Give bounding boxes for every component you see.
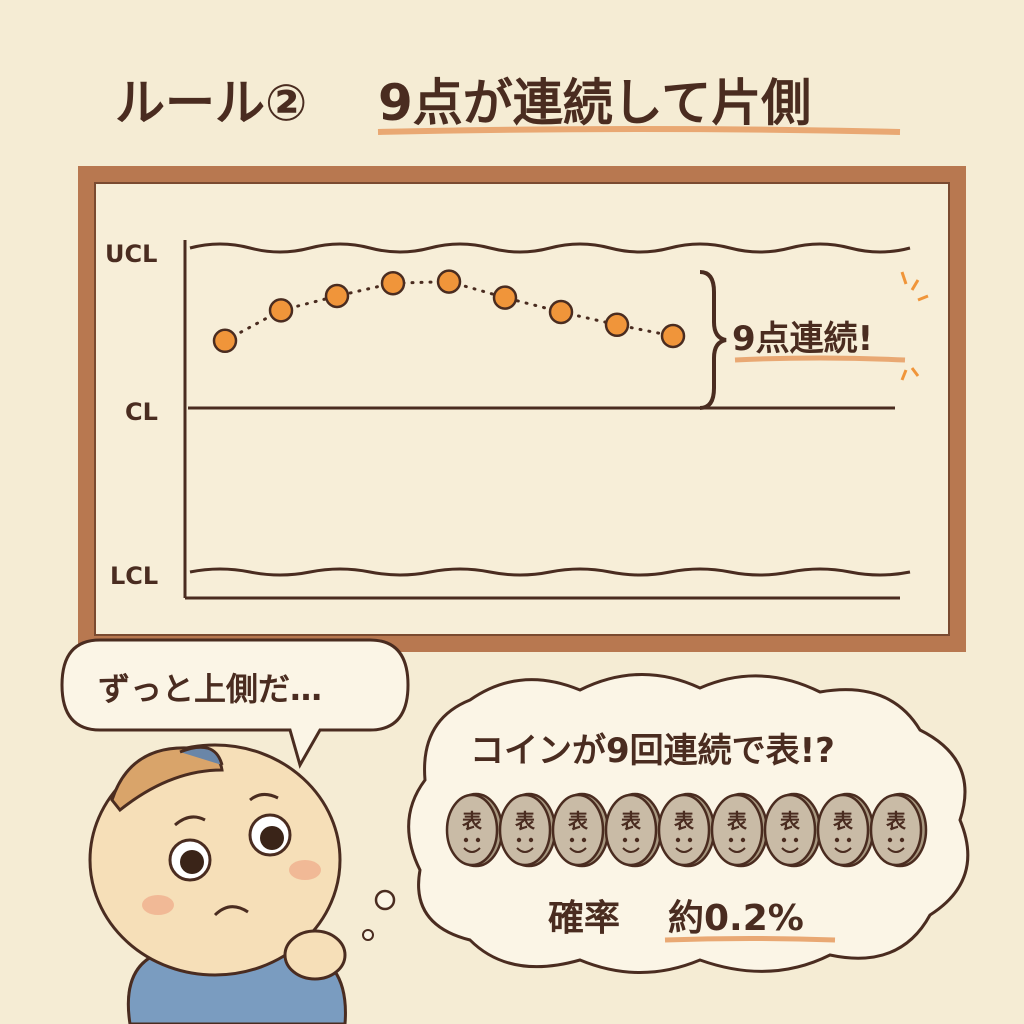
data-point (660, 323, 686, 349)
brace (699, 270, 727, 410)
coin-label: 表 (462, 809, 483, 833)
ucl-label: UCL (105, 240, 157, 268)
thought-dot (374, 889, 396, 911)
coin-icon: 表 (816, 792, 875, 868)
character-head (88, 743, 342, 977)
data-point (380, 270, 406, 296)
coin-row: 表 表 表 表 表 表 表 表 表 (445, 792, 928, 868)
speech-text: ずっと上側だ… (98, 670, 322, 708)
coin-label: 表 (568, 809, 589, 833)
probability-underline (664, 936, 836, 943)
callout-label: 9点連続! (732, 319, 873, 359)
worried-character (88, 743, 347, 1024)
probability-label: 確率 (548, 898, 620, 939)
hand (283, 929, 347, 981)
thought-headline: コインが9回連続で表!? (470, 731, 835, 771)
sparkle-icon (900, 271, 929, 381)
coin-icon: 表 (869, 792, 928, 868)
data-point (548, 299, 574, 325)
coin-icon: 表 (551, 792, 610, 868)
ucl-line (189, 242, 911, 254)
coin-label: 表 (621, 809, 642, 833)
mouth (213, 905, 249, 917)
data-point (604, 312, 630, 338)
coin-icon: 表 (604, 792, 663, 868)
coin-label: 表 (833, 809, 854, 833)
coin-label: 表 (515, 809, 536, 833)
lcl-label: LCL (110, 562, 158, 590)
coin-label: 表 (674, 809, 695, 833)
speech-bubble (60, 638, 410, 769)
coin-icon: 表 (763, 792, 822, 868)
rule-number: ルール② (115, 74, 307, 132)
callout-underline (734, 355, 906, 363)
coin-icon: 表 (657, 792, 716, 868)
coin-label: 表 (727, 809, 748, 833)
data-point (324, 283, 350, 309)
data-point (436, 269, 462, 294)
data-point (212, 328, 238, 354)
probability-value: 約0.2% (668, 898, 804, 939)
cl-label: CL (125, 398, 158, 426)
chart-frame (78, 166, 966, 652)
lcl-line (189, 567, 911, 577)
coin-icon: 表 (445, 792, 504, 868)
title-underline (377, 126, 901, 135)
coin-label: 表 (886, 809, 907, 833)
data-point (492, 285, 518, 310)
coin-icon: 表 (710, 792, 769, 868)
coin-icon: 表 (498, 792, 557, 868)
data-points (212, 269, 686, 354)
data-point (268, 298, 294, 323)
thought-dot (362, 929, 374, 941)
coin-label: 表 (780, 809, 801, 833)
page-title: 9点が連続して片側 (378, 74, 811, 132)
